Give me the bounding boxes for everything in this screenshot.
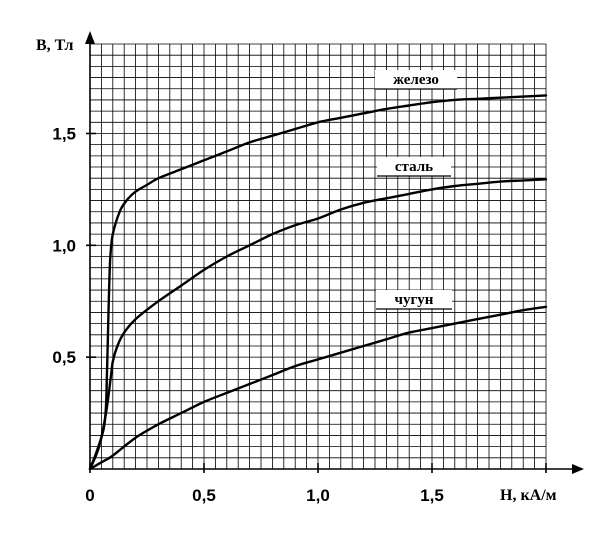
x-axis-arrow-icon [572, 464, 584, 474]
y-axis-label: B, Тл [36, 37, 74, 54]
series-labels: железо сталь чугун [375, 70, 457, 310]
grid [89, 43, 547, 470]
curves [88, 94, 548, 471]
x-tick-label: 1,5 [420, 486, 444, 505]
series-label-bg [375, 70, 457, 89]
y-tick-label: 1,0 [52, 236, 76, 255]
series-label-bg [376, 290, 452, 309]
series-line-1 [88, 178, 548, 471]
series-label-bg [377, 157, 451, 176]
series-label: чугун [395, 292, 434, 308]
tick-labels: 00,51,01,52,00,51,01,5 [52, 124, 557, 505]
series-label: сталь [395, 159, 433, 175]
x-tick-label: 1,0 [306, 486, 330, 505]
y-axis-arrow-icon [85, 31, 95, 44]
series-line-0 [88, 94, 548, 471]
x-tick-label: 0,5 [192, 486, 216, 505]
series-line-2 [88, 305, 548, 471]
series-label: железо [393, 72, 439, 88]
y-tick-label: 1,5 [52, 124, 76, 143]
x-axis-label: H, кА/м [500, 487, 557, 504]
axes [85, 31, 584, 474]
x-tick-label: 0 [85, 486, 94, 505]
axis-label-bg [34, 36, 76, 55]
y-tick-label: 0,5 [52, 348, 76, 367]
axis-label-bg [498, 486, 559, 505]
